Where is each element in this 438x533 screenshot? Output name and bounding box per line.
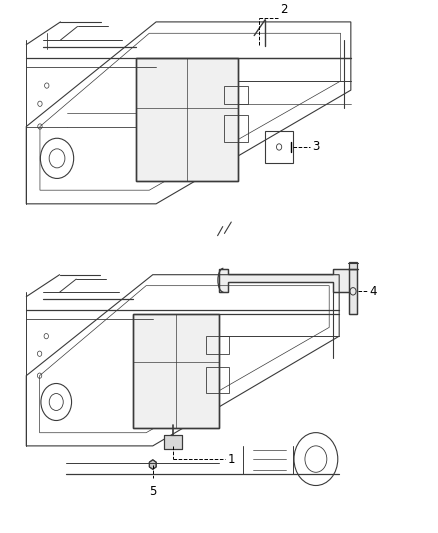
Bar — [164, 435, 181, 449]
Bar — [265, 131, 293, 163]
Bar — [224, 115, 248, 142]
Polygon shape — [349, 269, 357, 313]
Bar — [164, 435, 181, 449]
Text: 2: 2 — [280, 3, 288, 15]
Text: 3: 3 — [312, 141, 320, 154]
Bar — [349, 262, 357, 269]
Polygon shape — [149, 460, 156, 470]
Text: 5: 5 — [149, 484, 156, 498]
Polygon shape — [136, 58, 238, 181]
Bar — [206, 367, 230, 393]
Bar — [206, 336, 230, 354]
Polygon shape — [219, 269, 350, 293]
Polygon shape — [133, 314, 219, 429]
Bar — [224, 86, 248, 104]
Text: 1: 1 — [227, 453, 235, 466]
Text: 4: 4 — [370, 285, 377, 298]
